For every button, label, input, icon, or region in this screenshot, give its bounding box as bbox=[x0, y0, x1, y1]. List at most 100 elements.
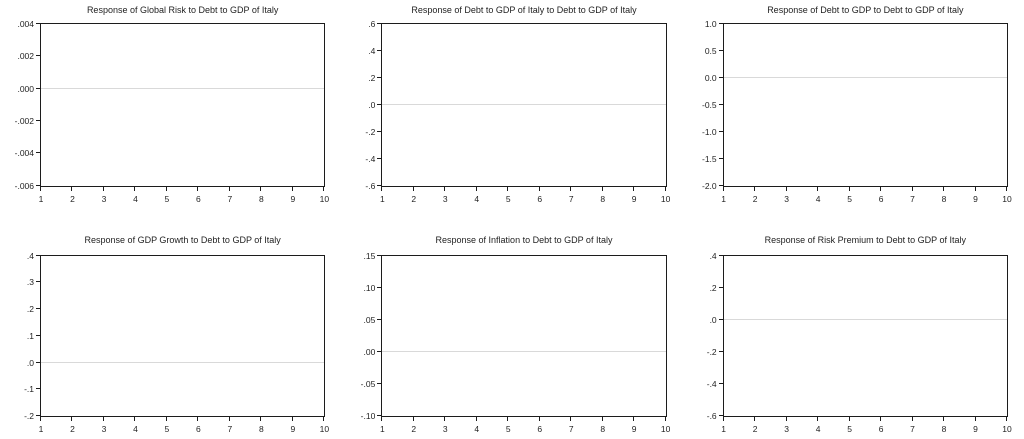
chart-panel-debt-to-gdp: Response of Debt to GDP to Debt to GDP o… bbox=[683, 0, 1024, 220]
x-axis-tick bbox=[1006, 185, 1007, 191]
x-axis-tick-label: 6 bbox=[537, 193, 543, 204]
x-axis-tick-label: 10 bbox=[319, 193, 330, 204]
chart-title: Response of Global Risk to Debt to GDP o… bbox=[86, 5, 279, 15]
x-axis-tick-label: 9 bbox=[973, 424, 978, 434]
x-axis-tick bbox=[633, 416, 635, 421]
x-axis-tick-label: 6 bbox=[878, 424, 884, 434]
y-axis-tick-label: .10 bbox=[363, 282, 376, 293]
y-axis-tick-label: .00 bbox=[363, 346, 376, 357]
y-axis-tick-label: .05 bbox=[363, 314, 376, 325]
y-axis-tick-label: -.6 bbox=[365, 180, 376, 191]
x-axis-tick bbox=[754, 185, 756, 191]
x-axis-tick-label: 4 bbox=[474, 424, 480, 434]
x-axis-tick bbox=[412, 416, 414, 421]
x-axis-tick bbox=[817, 416, 819, 421]
y-axis-tick-label: .3 bbox=[26, 277, 34, 288]
x-axis-tick bbox=[722, 416, 724, 421]
chart-title: Response of Inflation to Debt to GDP of … bbox=[435, 234, 613, 245]
y-axis-tick-label: -.4 bbox=[365, 153, 376, 164]
y-axis-tick bbox=[718, 49, 724, 51]
x-axis-tick-label: 5 bbox=[505, 193, 511, 204]
y-axis-tick-label: -.002 bbox=[14, 115, 34, 126]
y-axis-tick bbox=[36, 281, 41, 283]
zero-baseline-and-response-line bbox=[41, 87, 325, 89]
chart-title: Response of Risk Premium to Debt to GDP … bbox=[764, 234, 967, 245]
plot-area: .6 .4 .2 .0 -.2 -.4 -.6 1 2 3 4 5 6 7 8 9 10 bbox=[365, 19, 670, 204]
y-axis-tick bbox=[36, 119, 41, 121]
x-axis-tick bbox=[228, 416, 230, 421]
x-axis-tick-label: 2 bbox=[70, 424, 75, 434]
x-axis-tick-label: 2 bbox=[411, 424, 417, 434]
x-axis-tick bbox=[817, 185, 819, 191]
x-axis-tick-label: 4 bbox=[133, 424, 138, 434]
plot-area: .4 .2 .0 -.2 -.4 -.6 1 2 3 4 5 6 7 8 9 10 bbox=[707, 251, 1012, 435]
x-axis-tick bbox=[507, 185, 509, 191]
x-axis-tick-label: 9 bbox=[290, 424, 296, 434]
x-axis-tick bbox=[1006, 416, 1007, 421]
x-axis-tick bbox=[475, 185, 477, 191]
x-axis-tick-label: 1 bbox=[379, 424, 385, 434]
x-axis-tick-label: 5 bbox=[847, 193, 852, 204]
y-axis-tick-label: -.2 bbox=[706, 346, 717, 357]
y-axis-tick-label: .002 bbox=[17, 51, 34, 62]
x-axis-tick bbox=[538, 416, 540, 421]
x-axis-tick bbox=[664, 416, 666, 421]
chart-title: Response of GDP Growth to Debt to GDP of… bbox=[84, 234, 281, 245]
y-axis-tick bbox=[377, 318, 383, 320]
y-axis-tick-label: -0.5 bbox=[702, 99, 717, 110]
x-axis-tick-label: 8 bbox=[258, 424, 264, 434]
x-axis-tick-label: 5 bbox=[505, 424, 511, 434]
x-axis-tick bbox=[134, 185, 136, 191]
x-axis-tick bbox=[71, 185, 73, 191]
y-axis-tick-label: .000 bbox=[17, 83, 34, 94]
y-axis-tick-label: -1.0 bbox=[702, 126, 717, 137]
x-axis-tick bbox=[664, 185, 666, 191]
chart-title: Response of Debt to GDP to Debt to GDP o… bbox=[767, 5, 964, 15]
y-axis-tick bbox=[36, 254, 41, 256]
x-axis-tick bbox=[880, 185, 882, 191]
x-axis-tick-label: 4 bbox=[474, 193, 480, 204]
x-axis-tick-label: 10 bbox=[660, 193, 671, 204]
x-axis-tick-label: 7 bbox=[910, 424, 915, 434]
x-axis-tick bbox=[974, 185, 976, 191]
x-axis-tick bbox=[943, 185, 945, 191]
plot-area: .15 .10 .05 .00 -.05 -.10 1 2 3 4 5 6 7 8 9 10 bbox=[361, 251, 671, 435]
x-axis-tick bbox=[323, 185, 325, 191]
y-axis-tick-label: -.2 bbox=[365, 126, 376, 137]
x-axis-tick-label: 6 bbox=[878, 193, 884, 204]
x-axis-tick bbox=[911, 185, 913, 191]
x-axis-tick bbox=[381, 416, 383, 421]
y-axis-tick bbox=[36, 23, 41, 24]
x-axis-tick bbox=[228, 185, 230, 191]
y-axis-tick-label: .1 bbox=[26, 330, 34, 341]
y-axis-tick bbox=[377, 130, 383, 132]
x-axis-tick-label: 7 bbox=[568, 193, 574, 204]
x-axis-tick bbox=[601, 185, 603, 191]
y-axis-tick-label: -.006 bbox=[14, 180, 34, 191]
x-axis-tick-label: 5 bbox=[847, 424, 852, 434]
y-axis-tick-label: .2 bbox=[368, 72, 376, 83]
y-axis-tick bbox=[377, 382, 383, 384]
y-axis-tick bbox=[718, 76, 724, 78]
x-axis-tick-label: 10 bbox=[1002, 193, 1012, 204]
x-axis-tick bbox=[848, 185, 850, 191]
y-axis-tick-label: -.004 bbox=[14, 148, 34, 159]
zero-baseline-and-response-line bbox=[723, 76, 1007, 78]
x-axis-tick-label: 4 bbox=[133, 193, 138, 204]
y-axis-tick bbox=[377, 286, 383, 288]
x-axis-tick-label: 1 bbox=[38, 424, 44, 434]
y-axis-tick bbox=[718, 318, 724, 320]
y-axis-tick-label: -.2 bbox=[24, 411, 34, 421]
x-axis-tick-label: 2 bbox=[411, 193, 417, 204]
x-axis-tick-label: 8 bbox=[941, 193, 947, 204]
y-axis-tick-label: -1.5 bbox=[702, 153, 717, 164]
x-axis-tick bbox=[943, 416, 945, 421]
y-axis-tick bbox=[718, 157, 724, 159]
y-axis-tick-label: .4 bbox=[709, 250, 717, 261]
x-axis-tick-label: 5 bbox=[164, 193, 170, 204]
x-axis-tick-label: 6 bbox=[196, 424, 201, 434]
x-axis-tick bbox=[911, 416, 913, 421]
chart-panel-global-risk: Response of Global Risk to Debt to GDP o… bbox=[0, 0, 341, 220]
y-axis-tick-label: 0.5 bbox=[704, 45, 717, 56]
